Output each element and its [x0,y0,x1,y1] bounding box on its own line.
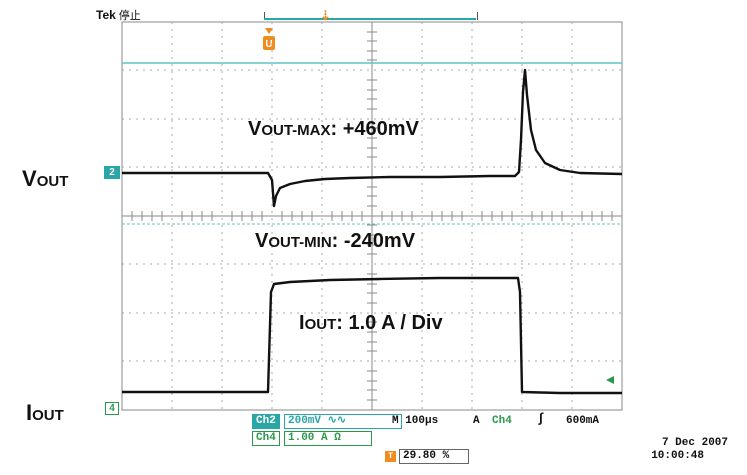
trigger-position[interactable]: 29.80 % [399,449,469,464]
vout-max-annotation: VOUT-MAX: +460mV [248,118,419,140]
ch2-scale-box[interactable]: 200mV ∿∿ [284,414,402,429]
trigger-level[interactable]: 600mA [566,415,600,427]
iout-side-label: IOUT [26,400,64,425]
record-bracket [264,12,478,20]
trigger-mode: A [473,415,480,427]
ch4-level-arrow [606,376,614,384]
brand-label: Tek [96,8,116,22]
acquisition-date: 7 Dec 2007 [661,437,728,449]
ch2-scale: 200mV [288,415,322,427]
ch4-scale[interactable]: 1.00 A Ω [284,431,372,446]
timebase[interactable]: M 100μs [392,415,439,427]
trigger-slope-icon: ∫ [537,411,545,426]
iout-trace [122,276,622,395]
iout-annotation: IOUT: 1.0 A / Div [299,312,443,334]
center-ticks [131,31,613,401]
ch2-marker[interactable]: 2 [104,166,120,179]
acquisition-time: 10:00:48 [651,450,704,462]
trigger-position-icon[interactable]: U [262,28,276,52]
ch4-marker[interactable]: 4 [105,402,119,415]
run-state: 停止 [118,10,141,22]
vout-min-annotation: VOUT-MIN: -240mV [255,230,416,252]
vout-trace [122,68,623,208]
ch4-label[interactable]: Ch4 [252,431,280,446]
record-bar [264,18,476,20]
record-position-icon: ⇣ [320,8,331,23]
ch2-label[interactable]: Ch2 [252,414,280,429]
bandwidth-icon: ∿∿ [327,415,347,427]
trigger-pos-icon: T [385,451,396,462]
vout-side-label: VOUT [22,166,69,191]
trigger-source[interactable]: Ch4 [492,415,512,427]
svg-text:U: U [265,39,272,50]
scope-brand: Tek 停止 [96,7,141,23]
